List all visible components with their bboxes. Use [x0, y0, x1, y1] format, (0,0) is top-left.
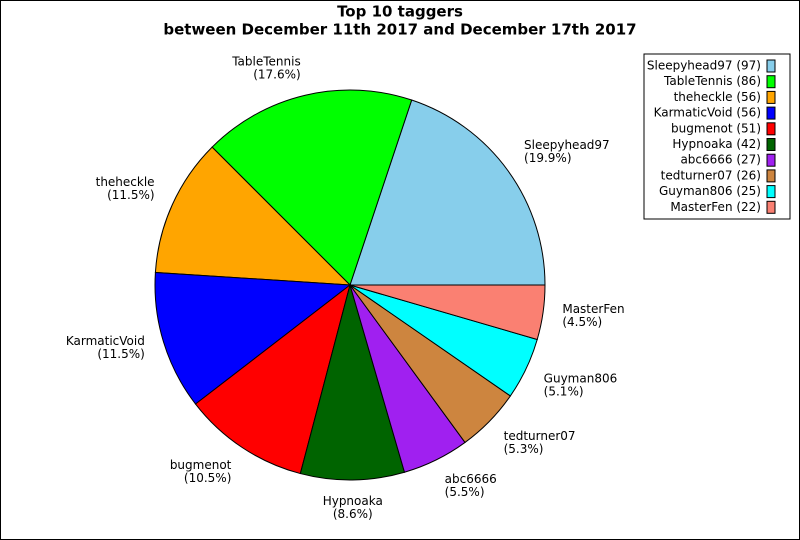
slice-percent: (10.5%) — [184, 471, 231, 485]
slice-label: theheckle — [96, 175, 155, 189]
pie-slice — [154, 271, 352, 405]
slice-percent: (4.5%) — [562, 315, 602, 329]
chart-title: Top 10 taggers — [337, 3, 463, 21]
slice-percent: (19.9%) — [524, 151, 571, 165]
slice-label: abc6666 — [445, 472, 497, 486]
legend-label: bugmenot (51) — [671, 121, 761, 135]
legend-swatch — [766, 90, 776, 104]
legend-label: Hypnoaka (42) — [672, 137, 761, 151]
slice-label: MasterFen — [562, 302, 624, 316]
legend-label: MasterFen (22) — [670, 200, 761, 214]
legend-swatch — [766, 138, 776, 151]
legend-label: theheckle (56) — [674, 90, 761, 104]
pie-slice — [154, 146, 352, 286]
pie-slice — [299, 283, 406, 481]
legend-box — [643, 53, 791, 220]
slice-label: Sleepyhead97 — [524, 138, 610, 152]
pie-slice — [194, 283, 351, 475]
legend-swatch — [766, 75, 776, 89]
pie-slice — [211, 89, 413, 286]
slice-label: Guyman806 — [544, 372, 618, 386]
slice-percent: (5.5%) — [445, 485, 485, 499]
legend-label: TableTennis (86) — [663, 74, 761, 88]
slice-percent: (11.5%) — [97, 347, 144, 361]
slice-percent: (11.5%) — [107, 188, 154, 202]
slice-percent: (5.1%) — [544, 385, 584, 399]
legend-swatch — [766, 153, 776, 167]
legend-swatch — [766, 122, 776, 136]
slice-percent: (8.6%) — [333, 507, 373, 521]
pie-slice — [349, 284, 546, 341]
pie-slice — [349, 99, 546, 286]
slice-label: KarmaticVoid — [66, 334, 145, 348]
legend-swatch — [766, 200, 776, 214]
slice-label: bugmenot — [170, 458, 232, 472]
slice-percent: (5.3%) — [504, 442, 544, 456]
legend-label: tedturner07 (26) — [661, 168, 761, 182]
legend-label: abc6666 (27) — [680, 153, 761, 167]
legend-label: KarmaticVoid (56) — [654, 106, 761, 120]
slice-percent: (17.6%) — [253, 68, 300, 82]
legend-swatch — [766, 59, 776, 73]
legend-swatch — [766, 106, 776, 120]
slice-label: TableTennis — [231, 55, 301, 69]
legend-swatch — [766, 185, 776, 199]
slice-label: Hypnoaka — [323, 494, 383, 508]
legend-label: Guyman806 (25) — [659, 184, 761, 198]
legend-swatch — [766, 169, 776, 183]
chart-subtitle: between December 11th 2017 and December … — [163, 21, 636, 39]
slice-label: tedturner07 — [504, 429, 576, 443]
legend-label: Sleepyhead97 (97) — [647, 59, 761, 73]
